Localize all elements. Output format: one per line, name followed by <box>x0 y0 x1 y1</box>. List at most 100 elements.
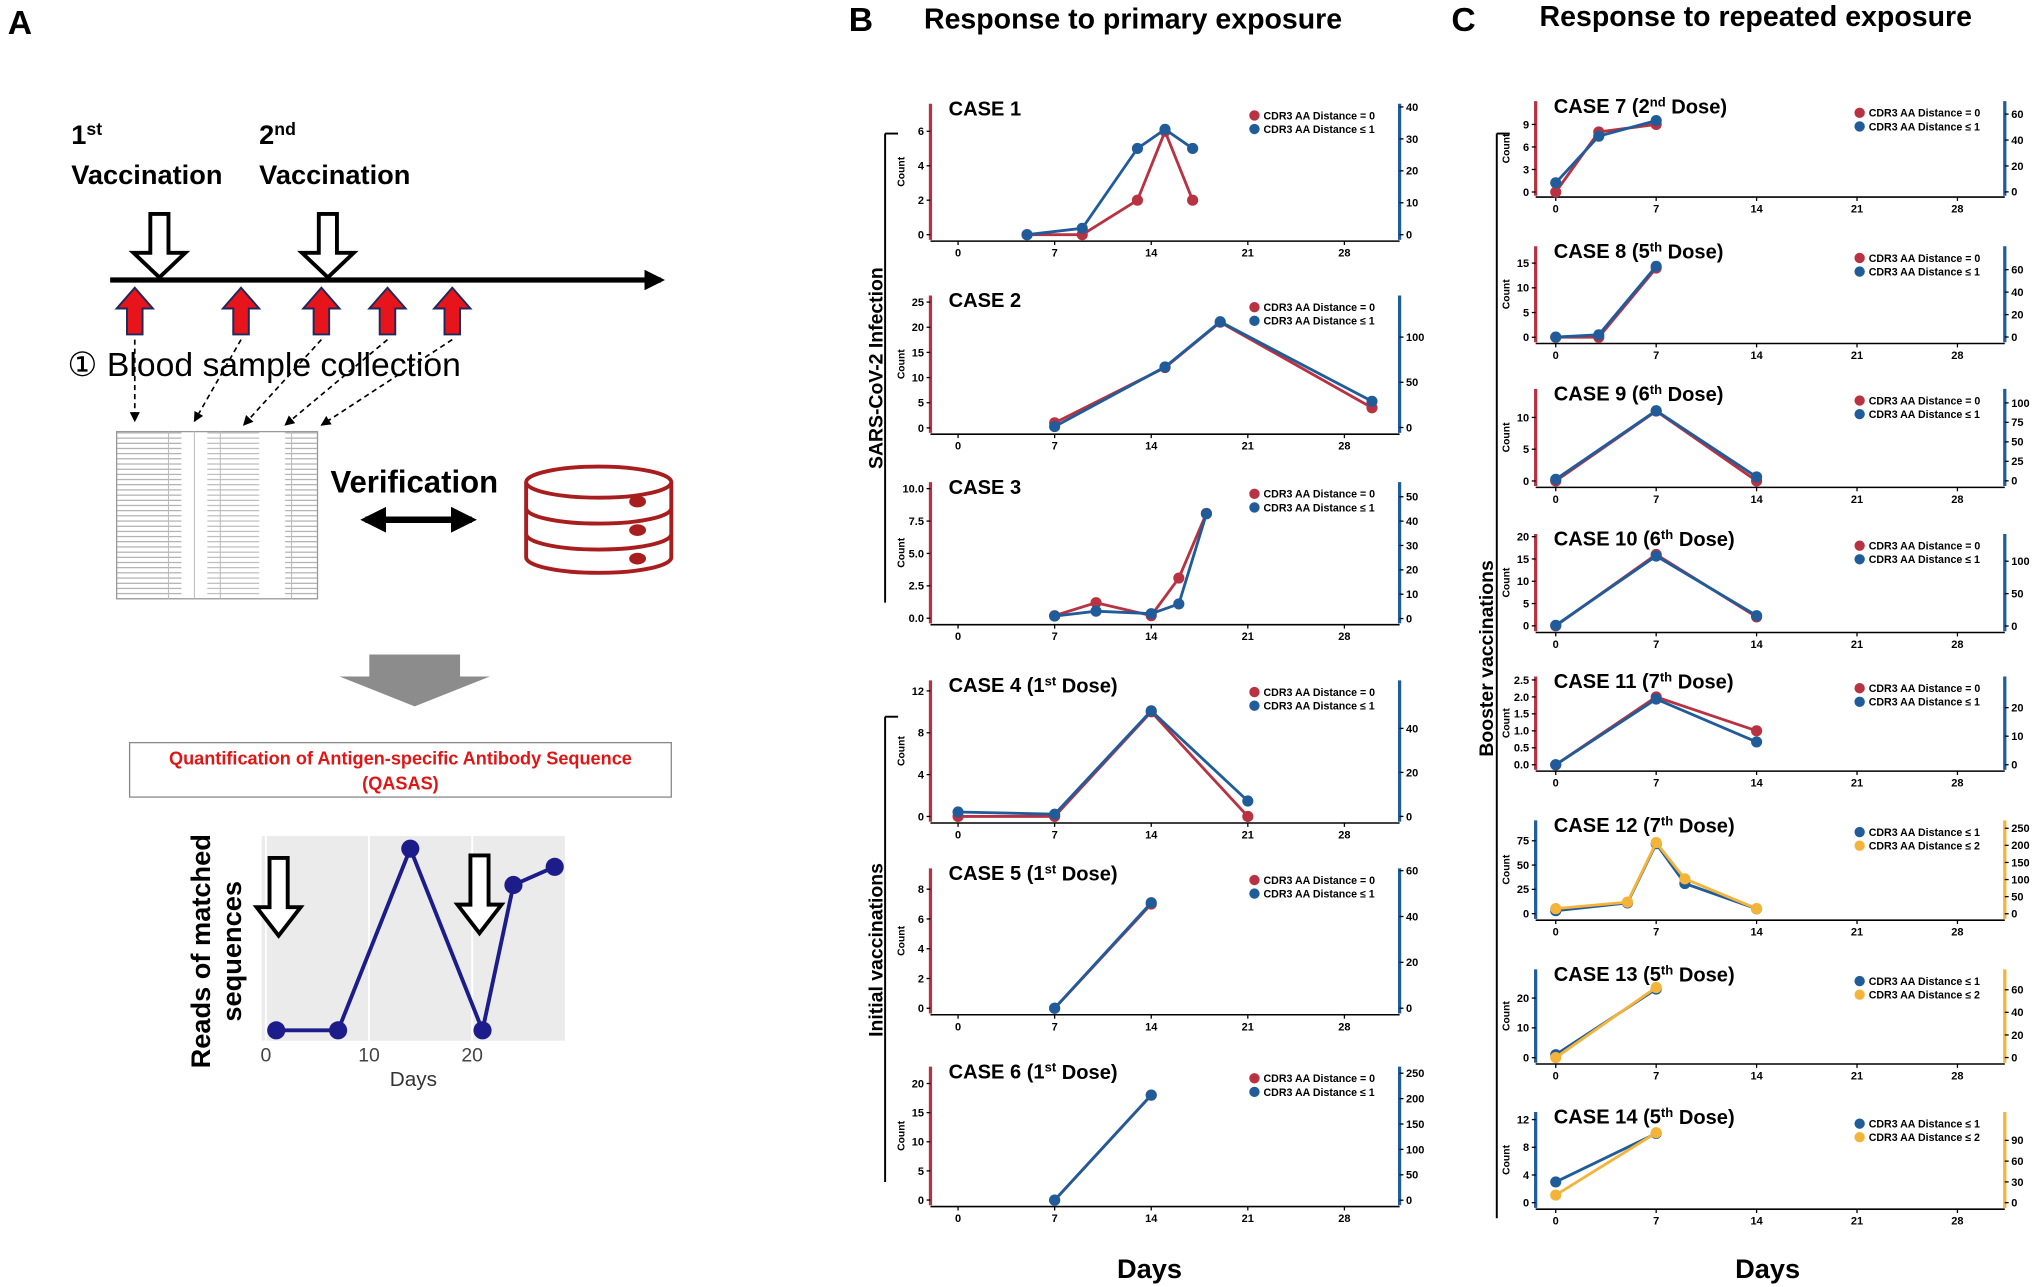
y-axis-label: Count <box>897 925 908 955</box>
series-line <box>1554 695 1758 766</box>
legend-marker <box>1249 123 1260 135</box>
chart-title: CASE 10 (6th Dose) <box>1554 527 1735 551</box>
y-tick-label: 2 <box>918 195 924 207</box>
text-part: 2 <box>259 119 274 150</box>
data-point <box>1751 471 1763 483</box>
text-part: CASE 5 (1 <box>949 863 1045 885</box>
x-tick-label: 7 <box>1653 494 1659 506</box>
data-point <box>1621 896 1634 908</box>
y2-tick-label: 200 <box>1406 1094 1424 1106</box>
panel-label: A <box>8 5 32 42</box>
y2-tick-label: 40 <box>1406 911 1418 923</box>
chart-title: CASE 13 (5th Dose) <box>1554 963 1735 987</box>
x-tick-label: 21 <box>1851 639 1863 651</box>
db-ring <box>524 507 674 526</box>
legend-label: CDR3 AA Distance ≤ 1 <box>1869 827 1980 839</box>
text-part: CASE 13 (5 <box>1554 964 1661 986</box>
y2-tick-label: 30 <box>1406 134 1418 146</box>
y-tick-label: 0 <box>1523 621 1529 633</box>
y-tick-label: 75 <box>1517 836 1529 848</box>
x-tick-label: 0 <box>1553 350 1559 362</box>
data-point <box>1173 572 1185 584</box>
text-part: CASE 4 (1 <box>949 675 1045 697</box>
text-part: st <box>1045 861 1057 876</box>
y-tick-label: 12 <box>912 686 924 698</box>
series-line <box>1054 512 1208 618</box>
data-point <box>1090 605 1102 617</box>
legend-label: CDR3 AA Distance = 0 <box>1869 395 1981 407</box>
dose-label: Vaccination <box>259 159 410 190</box>
y2-tick-label: 40 <box>1406 102 1418 114</box>
y2-tick-label: 30 <box>2011 1177 2023 1189</box>
data-point <box>1650 550 1662 562</box>
y-tick-label: 6 <box>918 126 924 138</box>
data-point <box>1173 598 1185 610</box>
x-tick-label: 0 <box>1553 204 1559 216</box>
y-axis-label: Count <box>1502 854 1513 884</box>
y-tick-label: 10.0 <box>903 484 924 496</box>
data-point <box>329 1021 348 1040</box>
x-tick-label: 14 <box>1750 204 1763 216</box>
x-tick-label: 0 <box>955 1021 961 1033</box>
y2-tick-label: 20 <box>1406 166 1418 178</box>
dashed-arrow <box>320 338 453 426</box>
y2-tick-label: 20 <box>2011 309 2023 321</box>
y2-tick-label: 50 <box>1406 377 1418 389</box>
group-label: SARS-CoV-2 Infection <box>866 267 888 469</box>
data-point <box>1550 903 1562 915</box>
plot-background <box>261 835 566 1041</box>
text-part: nd <box>274 119 296 139</box>
data-point <box>1187 194 1199 206</box>
text-part: Dose) <box>1666 96 1727 118</box>
chart-title: CASE 5 (1st Dose) <box>949 861 1118 885</box>
y2-tick-label: 50 <box>2011 437 2023 449</box>
y2-tick-label: 20 <box>2011 703 2023 715</box>
y-tick-label: 15 <box>912 347 924 359</box>
db-dot <box>629 524 647 536</box>
y2-tick-label: 50 <box>1406 1170 1418 1182</box>
y-tick-label: 6 <box>918 914 924 926</box>
y2-tick-label: 60 <box>2011 265 2023 277</box>
y-axis-label: Reads of matched <box>185 834 216 1068</box>
data-point <box>473 1021 492 1040</box>
x-tick-label: 14 <box>1145 830 1158 842</box>
legend-marker <box>1854 1132 1865 1143</box>
x-tick-label: 21 <box>1242 441 1254 453</box>
y-tick-label: 4 <box>918 944 925 956</box>
x-tick-label: 21 <box>1242 1021 1254 1033</box>
y-tick-label: 10 <box>1517 283 1529 295</box>
y2-tick-label: 50 <box>2011 588 2023 600</box>
y2-tick-label: 250 <box>1406 1068 1424 1080</box>
chart-title: CASE 9 (6th Dose) <box>1554 382 1724 406</box>
data-point <box>1076 222 1088 234</box>
y2-tick-label: 60 <box>1406 866 1418 878</box>
method-label: Quantification of Antigen-specific Antib… <box>169 749 632 769</box>
y-tick-label: 0 <box>1523 1053 1529 1065</box>
y2-tick-label: 75 <box>2011 417 2023 429</box>
x-tick-label: 28 <box>1951 204 1963 216</box>
data-point <box>1145 1089 1157 1101</box>
y-tick-label: 0 <box>1523 1198 1529 1210</box>
series-line <box>1554 554 1758 627</box>
x-axis-label: Days <box>390 1068 437 1091</box>
y-tick-label: 50 <box>1517 860 1529 872</box>
dose-ordinal: 1st <box>71 119 102 150</box>
series-line <box>1554 408 1758 481</box>
x-tick-label: 0 <box>955 1213 961 1225</box>
y-tick-label: 0 <box>918 811 924 823</box>
y-tick-label: 0 <box>918 1195 924 1207</box>
text-part: Dose) <box>1056 864 1117 886</box>
legend-label: CDR3 AA Distance ≤ 1 <box>1264 124 1375 136</box>
y2-tick-label: 0 <box>1406 1195 1412 1207</box>
y-axis-label: Count <box>897 349 908 379</box>
text-part: th <box>1650 382 1662 397</box>
x-tick-label: 14 <box>1750 639 1763 651</box>
y-tick-label: 0 <box>1523 476 1529 488</box>
legend-marker <box>1854 540 1865 551</box>
x-tick-label: 0 <box>955 830 961 842</box>
y-tick-label: 3 <box>1523 164 1529 176</box>
chart-title: CASE 1 <box>949 98 1022 120</box>
legend-marker <box>1854 252 1865 264</box>
x-tick-label: 7 <box>1653 350 1659 362</box>
data-point <box>1049 610 1061 622</box>
